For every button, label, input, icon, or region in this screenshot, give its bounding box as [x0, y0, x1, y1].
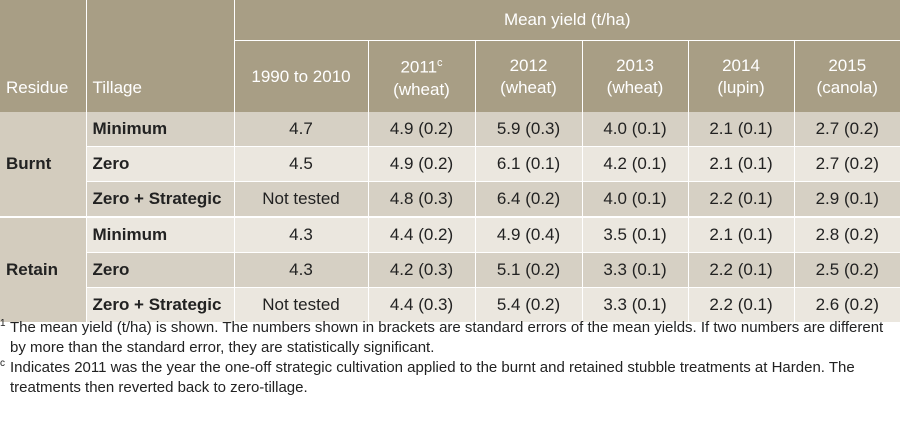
footnote-c: c Indicates 2011 was the year the one-of… [0, 358, 900, 398]
value-cell: 4.4 (0.2) [368, 216, 476, 253]
header-tillage: Tillage [86, 0, 235, 112]
header-year-1990-2010: 1990 to 2010 [234, 40, 369, 112]
value-cell: 4.9 (0.4) [475, 216, 583, 253]
value-cell: 3.5 (0.1) [582, 216, 689, 253]
value-cell: 4.2 (0.3) [368, 252, 476, 288]
value-cell: 2.1 (0.1) [688, 146, 795, 182]
footnote-text: Indicates 2011 was the year the one-off … [10, 359, 855, 396]
value-cell: 4.5 [234, 146, 369, 182]
table-row: Burnt Minimum 4.7 4.9 (0.2) 5.9 (0.3) 4.… [0, 112, 900, 218]
table-row: Zero 4.5 4.9 (0.2) 6.1 (0.1) 4.2 (0.1) 2… [0, 146, 900, 182]
value-cell: 2.1 (0.1) [688, 112, 795, 147]
residue-retain: Retain [0, 216, 87, 323]
tillage-cell: Zero [86, 146, 235, 182]
tillage-cell: Minimum [86, 112, 235, 147]
header-year-2015: 2015 (canola) [794, 40, 900, 112]
footnote-marker: c [0, 358, 5, 369]
value-cell: Not tested [234, 287, 369, 323]
value-cell: 5.9 (0.3) [475, 112, 583, 147]
tillage-cell: Minimum [86, 216, 235, 253]
value-cell: 2.2 (0.1) [688, 181, 795, 218]
value-cell: 2.7 (0.2) [794, 112, 900, 147]
value-cell: 2.8 (0.2) [794, 216, 900, 253]
value-cell: 4.0 (0.1) [582, 181, 689, 218]
header-year-2013: 2013 (wheat) [582, 40, 689, 112]
value-cell: 5.4 (0.2) [475, 287, 583, 323]
header-residue: Residue [0, 0, 87, 112]
tillage-cell: Zero + Strategic [86, 181, 235, 218]
value-cell: 2.2 (0.1) [688, 252, 795, 288]
value-cell: 3.3 (0.1) [582, 287, 689, 323]
table-row: Zero + Strategic Not tested 4.4 (0.3) 5.… [0, 287, 900, 323]
table-row: Retain Minimum 4.3 4.4 (0.2) 4.9 (0.4) 3… [0, 216, 900, 323]
footnote-marker: 1 [0, 318, 6, 329]
value-cell: 2.9 (0.1) [794, 181, 900, 218]
footnotes: 1 The mean yield (t/ha) is shown. The nu… [0, 318, 900, 398]
value-cell: 4.9 (0.2) [368, 112, 476, 147]
value-cell: 5.1 (0.2) [475, 252, 583, 288]
footnote-1: 1 The mean yield (t/ha) is shown. The nu… [0, 318, 900, 358]
table-row: Zero 4.3 4.2 (0.3) 5.1 (0.2) 3.3 (0.1) 2… [0, 252, 900, 288]
footnote-marker-c: c [437, 57, 443, 70]
value-cell: 4.7 [234, 112, 369, 147]
header-year-2012: 2012 (wheat) [475, 40, 583, 112]
value-cell: 4.2 (0.1) [582, 146, 689, 182]
tillage-cell: Zero + Strategic [86, 287, 235, 323]
value-cell: 2.5 (0.2) [794, 252, 900, 288]
yield-table: Residue Tillage Mean yield (t/ha) 1990 t… [0, 0, 900, 323]
value-cell: 4.9 (0.2) [368, 146, 476, 182]
value-cell: 6.1 (0.1) [475, 146, 583, 182]
value-cell: 4.3 [234, 252, 369, 288]
value-cell: Not tested [234, 181, 369, 218]
residue-burnt: Burnt [0, 112, 87, 218]
value-cell: 4.8 (0.3) [368, 181, 476, 218]
value-cell: 2.7 (0.2) [794, 146, 900, 182]
value-cell: 2.6 (0.2) [794, 287, 900, 323]
value-cell: 4.4 (0.3) [368, 287, 476, 323]
footnote-text: The mean yield (t/ha) is shown. The numb… [10, 319, 884, 356]
header-year-2014: 2014 (lupin) [688, 40, 795, 112]
value-cell: 4.3 [234, 216, 369, 253]
header-mean-yield: Mean yield (t/ha) [234, 0, 900, 41]
value-cell: 6.4 (0.2) [475, 181, 583, 218]
value-cell: 2.2 (0.1) [688, 287, 795, 323]
table-row: Zero + Strategic Not tested 4.8 (0.3) 6.… [0, 181, 900, 218]
tillage-cell: Zero [86, 252, 235, 288]
value-cell: 4.0 (0.1) [582, 112, 689, 147]
value-cell: 3.3 (0.1) [582, 252, 689, 288]
header-year-2011: 2011c (wheat) [368, 40, 476, 112]
value-cell: 2.1 (0.1) [688, 216, 795, 253]
